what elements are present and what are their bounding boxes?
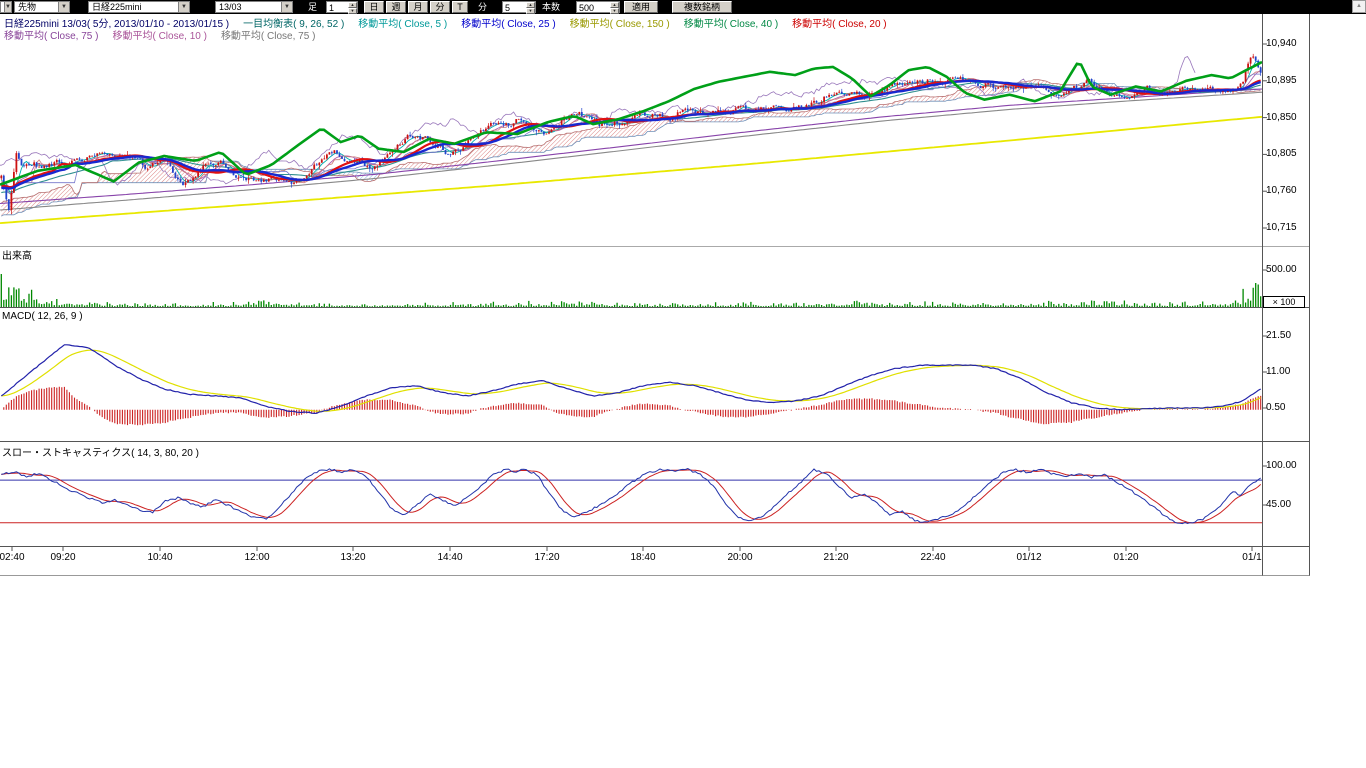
collapsed-combo[interactable]: ▼ [0, 1, 12, 13]
symbol-value: 日経225mini [92, 2, 142, 12]
dropdown-arrow-icon: ▼ [178, 2, 189, 12]
bars-value: 5 [503, 2, 526, 12]
unit-minute-button[interactable]: 分 [430, 1, 450, 13]
category-value: 先物 [18, 2, 36, 12]
bars-spinner[interactable]: 5▲▼ [502, 1, 536, 13]
contract-select[interactable]: 13/03 ▼ [215, 1, 293, 13]
unit-week-button[interactable]: 週 [386, 1, 406, 13]
dropdown-arrow-icon: ▼ [4, 2, 11, 12]
minute-label: 分 [478, 1, 487, 13]
chart-canvas[interactable] [0, 0, 1366, 768]
spin-down-icon[interactable]: ▼ [526, 8, 535, 14]
macd-panel [1, 345, 1260, 425]
spin-down-icon[interactable]: ▼ [348, 8, 357, 14]
dropdown-arrow-icon: ▼ [281, 2, 292, 12]
toolbar: ▼ 先物▼ 日経225mini▼ 13/03▼ 足 1▲▼ 日 週 月 分 T … [0, 0, 1366, 14]
category-select[interactable]: 先物 ▼ [14, 1, 70, 13]
symbol-select[interactable]: 日経225mini ▼ [88, 1, 190, 13]
price-panel [0, 54, 1262, 223]
apply-button[interactable]: 適用 [624, 1, 658, 13]
scrollbar-up-button[interactable]: ▲ [1352, 0, 1366, 13]
unit-tick-button[interactable]: T [452, 1, 468, 13]
spin-down-icon[interactable]: ▼ [610, 8, 619, 14]
unit-month-button[interactable]: 月 [408, 1, 428, 13]
interval-value: 1 [327, 2, 348, 12]
interval-spinner[interactable]: 1▲▼ [326, 1, 358, 13]
multi-symbol-button[interactable]: 複数銘柄 [672, 1, 732, 13]
unit-day-button[interactable]: 日 [364, 1, 384, 13]
volume-panel [1, 274, 1260, 307]
bars-label: 本数 [542, 1, 560, 13]
count-spinner[interactable]: 500▲▼ [576, 1, 620, 13]
dropdown-arrow-icon: ▼ [58, 2, 69, 12]
contract-value: 13/03 [219, 2, 242, 12]
ashi-label: 足 [308, 1, 317, 13]
count-value: 500 [577, 2, 610, 12]
stochastics-panel [0, 469, 1262, 524]
